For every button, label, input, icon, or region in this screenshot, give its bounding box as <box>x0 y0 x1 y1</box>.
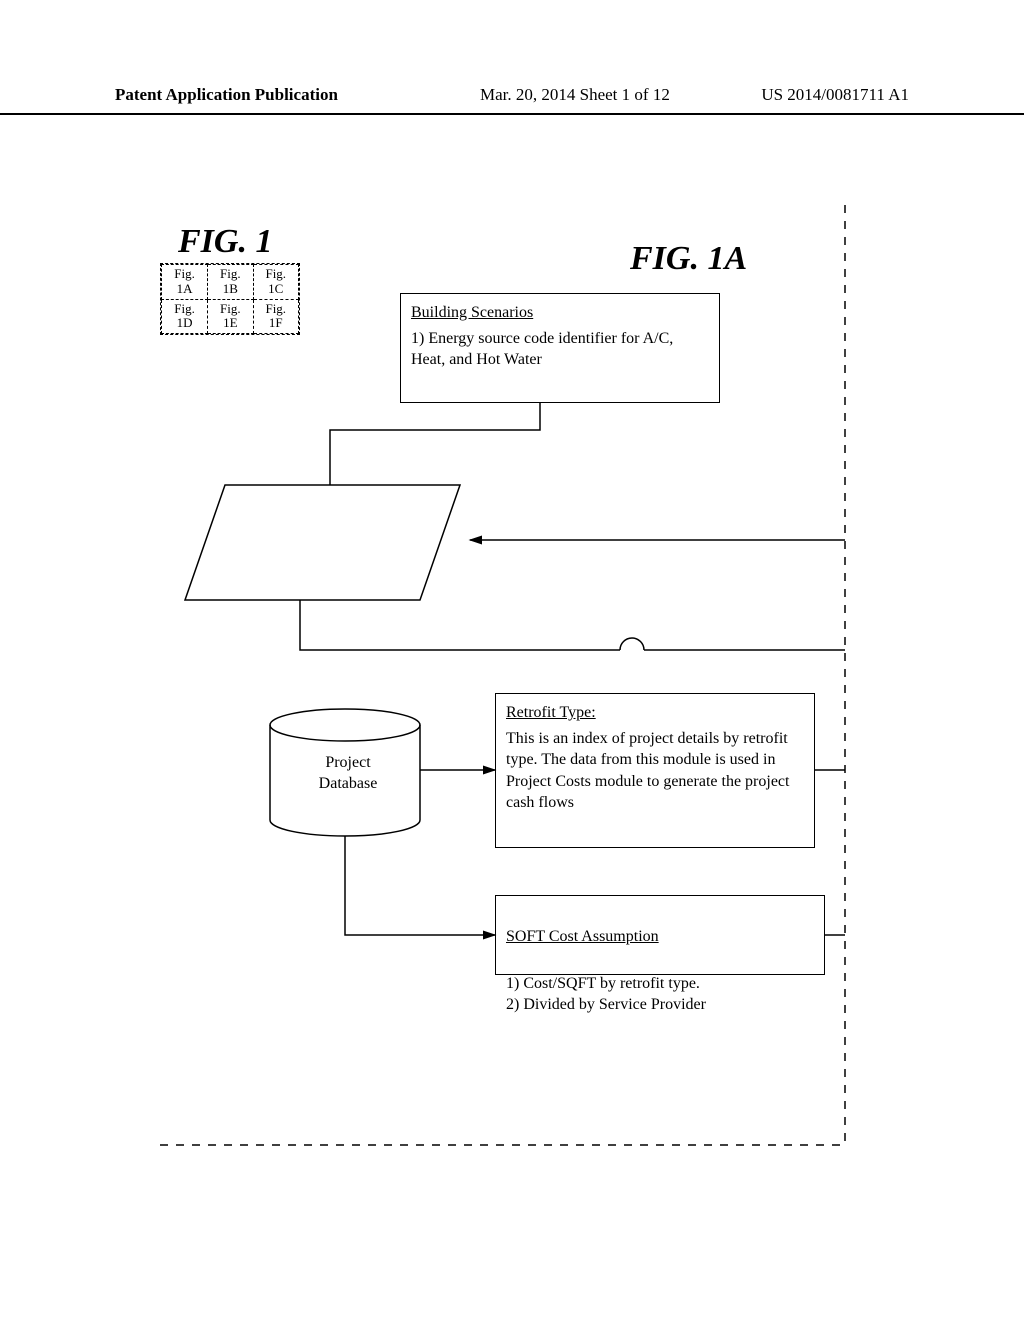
fig-index-grid: Fig. 1A Fig. 1B Fig. 1C Fig. 1D Fig. 1E … <box>160 263 300 335</box>
fig-cell-1e: Fig. 1E <box>208 299 253 334</box>
page-header: Patent Application Publication Mar. 20, … <box>0 85 1024 115</box>
project-database-label: Project Database <box>298 753 398 795</box>
header-right: US 2014/0081711 A1 <box>761 85 909 105</box>
header-left: Patent Application Publication <box>115 85 338 105</box>
header-center: Mar. 20, 2014 Sheet 1 of 12 <box>480 85 670 105</box>
retrofit-type-title: Retrofit Type: <box>506 702 804 724</box>
retrofit-type-box: Retrofit Type: This is an index of proje… <box>495 693 815 848</box>
building-scenarios-box: Building Scenarios 1) Energy source code… <box>400 293 720 403</box>
diagram-canvas: FIG. 1 FIG. 1A Fig. 1A Fig. 1B Fig. 1C F… <box>0 115 1024 1315</box>
fig-cell-1d: Fig. 1D <box>162 299 208 334</box>
soft-cost-body: 1) Cost/SQFT by retrofit type. 2) Divide… <box>506 975 706 1014</box>
fig-cell-1f: Fig. 1F <box>253 299 298 334</box>
fig-cell-1b: Fig. 1B <box>208 265 253 300</box>
fig-cell-1c: Fig. 1C <box>253 265 298 300</box>
fig1a-label: FIG. 1A <box>630 240 747 278</box>
building-scenarios-title: Building Scenarios <box>411 302 709 324</box>
fig1-label: FIG. 1 <box>178 223 272 261</box>
soft-cost-box: SOFT Cost Assumption 1) Cost/SQFT by ret… <box>495 895 825 975</box>
fig-cell-1a: Fig. 1A <box>162 265 208 300</box>
soft-cost-title: SOFT Cost Assumption <box>506 926 814 948</box>
building-scenarios-body: 1) Energy source code identifier for A/C… <box>411 330 673 369</box>
retrofit-type-body: This is an index of project details by r… <box>506 730 789 812</box>
baseline-data-label: Baseline Building Data <box>245 513 405 555</box>
